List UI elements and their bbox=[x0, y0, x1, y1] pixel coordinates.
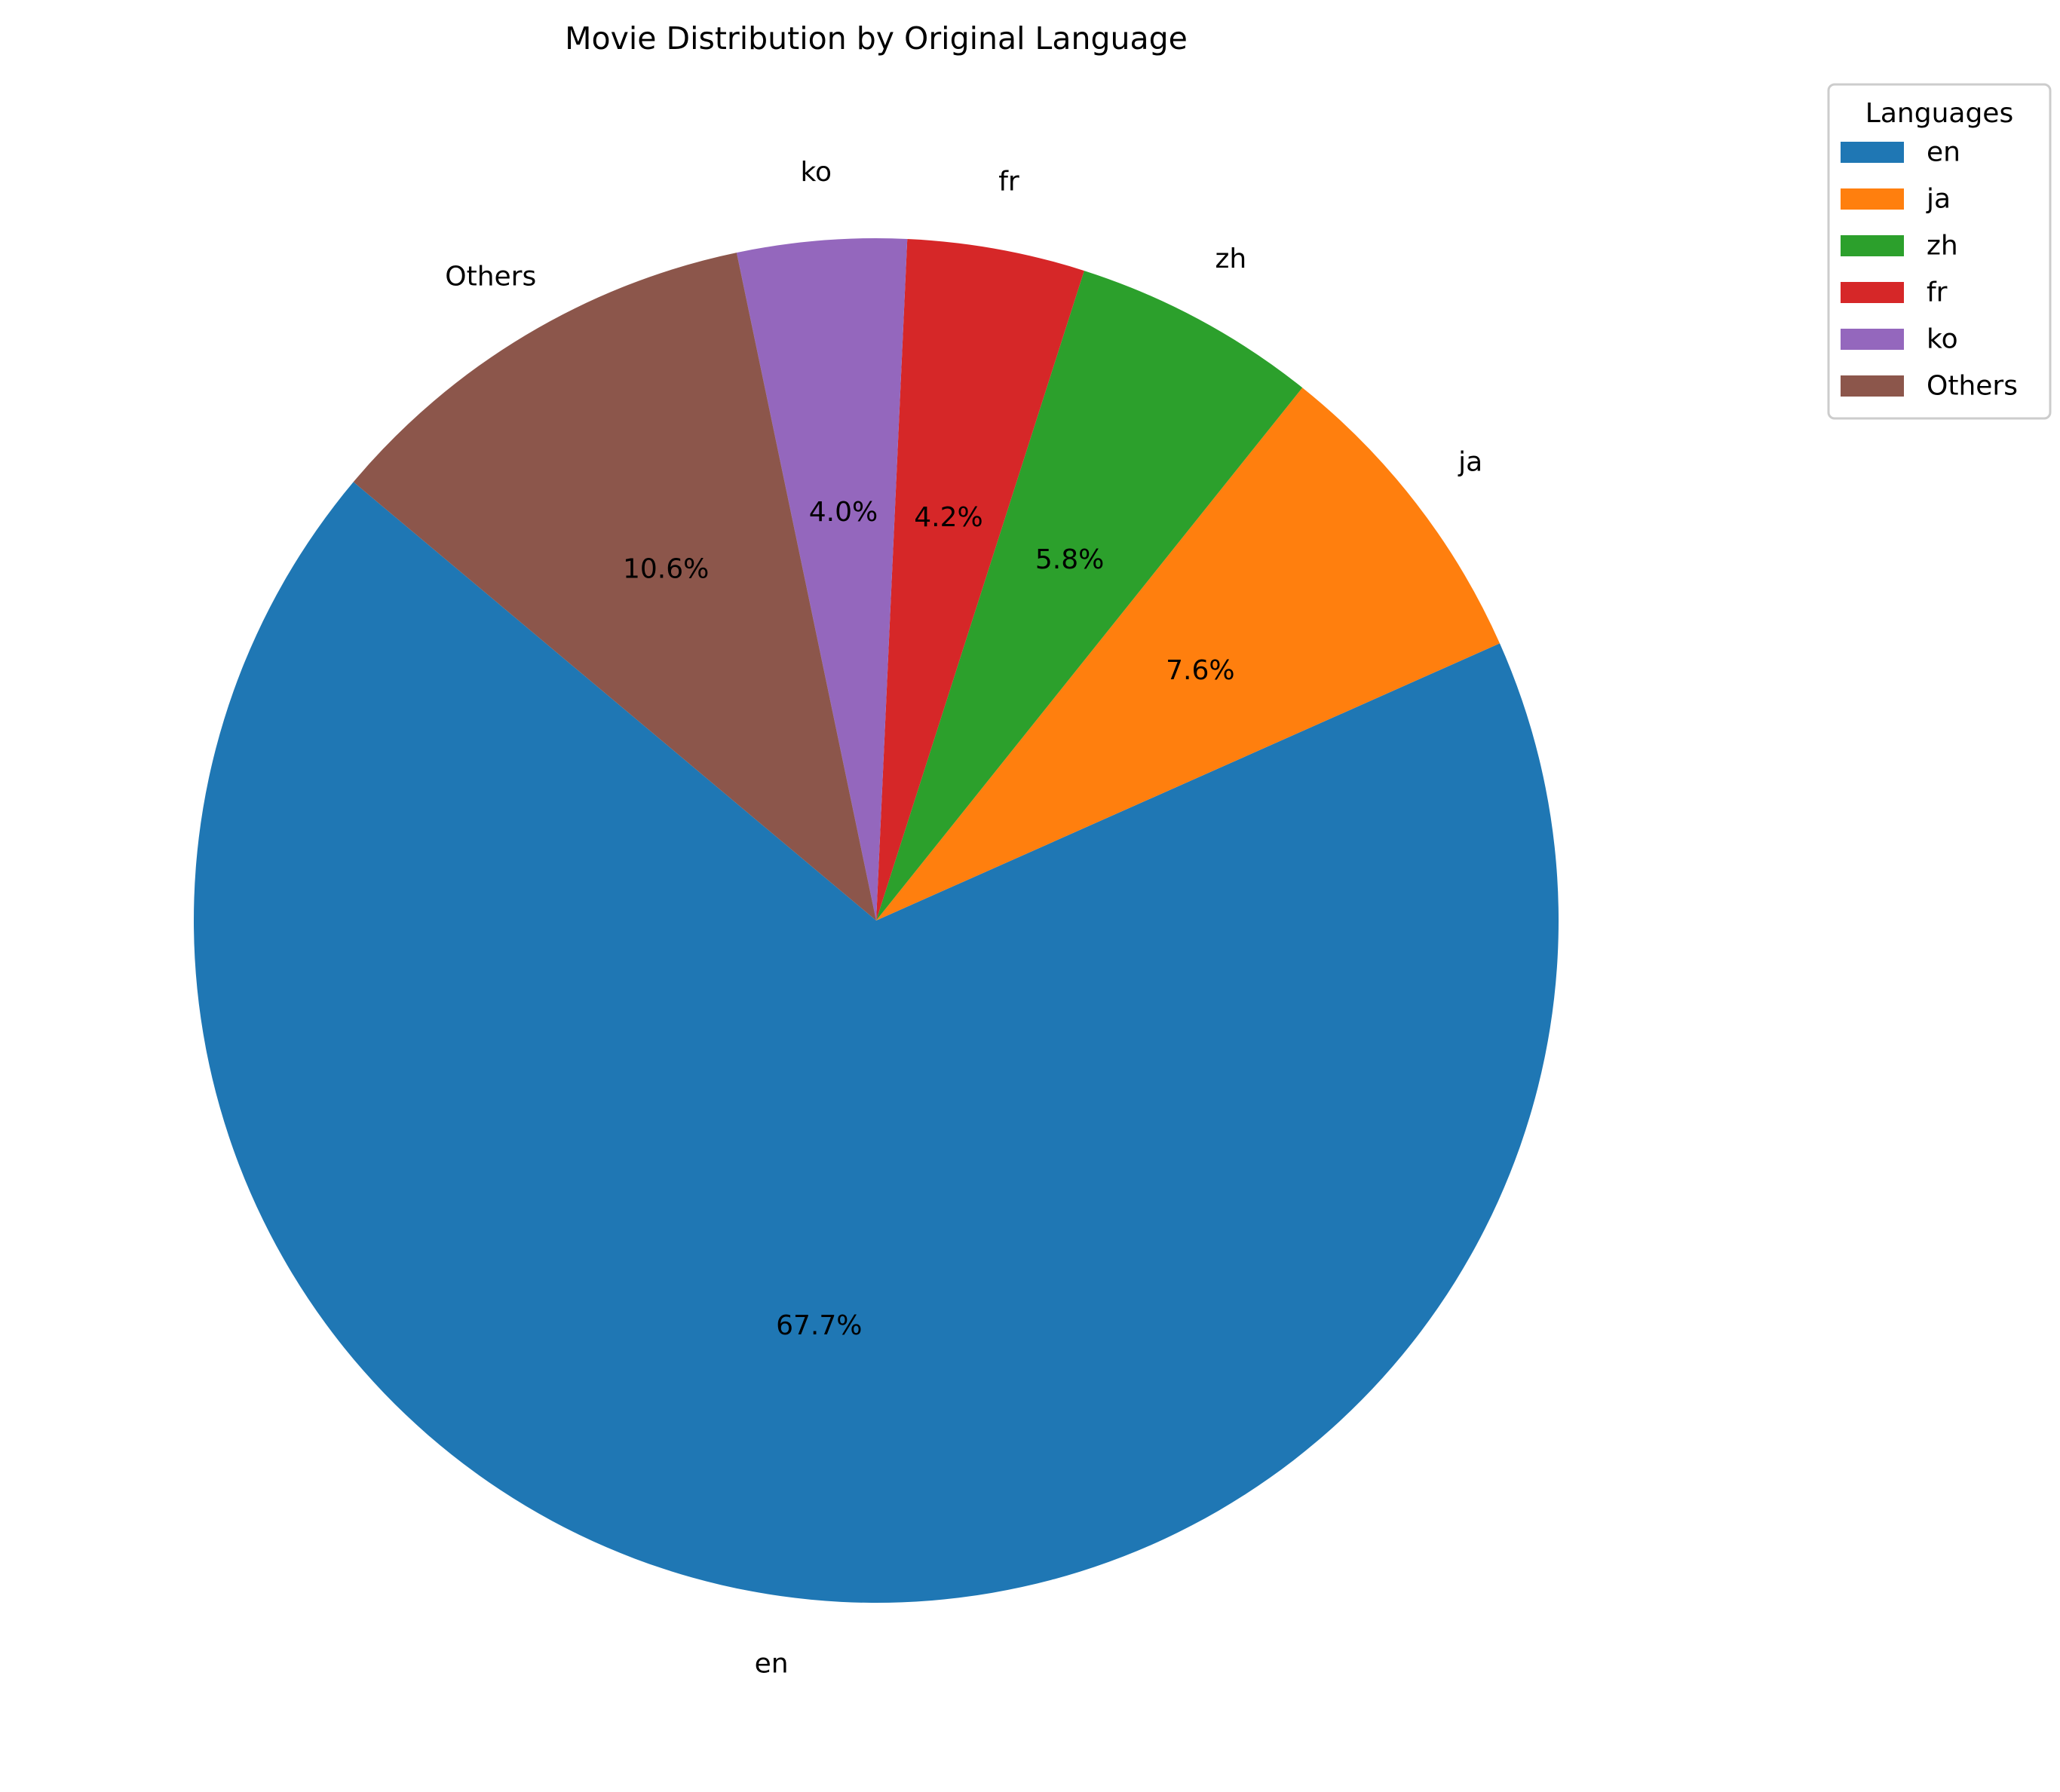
legend-swatch-ja bbox=[1841, 188, 1904, 210]
legend-label-fr: fr bbox=[1927, 277, 1948, 308]
legend-label-ja: ja bbox=[1926, 184, 1951, 215]
slice-label-ko: ko bbox=[800, 157, 832, 188]
legend-label-en: en bbox=[1927, 137, 1960, 168]
slice-percent-fr: 4.2% bbox=[914, 502, 982, 533]
pie-slices bbox=[193, 237, 1559, 1603]
legend-label-ko: ko bbox=[1927, 324, 1958, 355]
pie-slice-en bbox=[193, 482, 1559, 1603]
legend-swatch-zh bbox=[1841, 235, 1904, 256]
legend-swatch-others bbox=[1841, 375, 1904, 397]
legend-label-others: Others bbox=[1927, 371, 2018, 402]
legend-swatch-ko bbox=[1841, 329, 1904, 350]
legend-label-zh: zh bbox=[1927, 231, 1958, 262]
pie-slice-zh bbox=[876, 271, 1303, 921]
pie-labels: en 67.7% ja 7.6% zh 5.8% fr 4.2% ko 4.0% Others 10.… bbox=[445, 157, 1482, 1679]
pie-slice-others bbox=[353, 253, 877, 921]
slice-percent-en: 67.7% bbox=[776, 1310, 862, 1341]
legend-entries: en ja zh fr ko Others bbox=[1841, 137, 2018, 402]
slice-label-ja: ja bbox=[1458, 446, 1482, 477]
slice-percent-others: 10.6% bbox=[623, 554, 709, 585]
chart-title: Movie Distribution by Original Language bbox=[565, 20, 1188, 57]
pie-slice-fr bbox=[876, 238, 1084, 921]
legend: Languages en ja zh fr ko Others bbox=[1827, 83, 2052, 420]
legend-swatch-en bbox=[1841, 142, 1904, 163]
pie-slice-ko bbox=[736, 237, 908, 921]
legend-swatch-fr bbox=[1841, 282, 1904, 303]
slice-percent-zh: 5.8% bbox=[1035, 544, 1104, 575]
slice-percent-ja: 7.6% bbox=[1166, 655, 1234, 686]
slice-percent-ko: 4.0% bbox=[809, 497, 878, 528]
slice-label-fr: fr bbox=[998, 167, 1019, 198]
slice-label-others: Others bbox=[445, 261, 536, 292]
legend-title: Languages bbox=[1865, 98, 2013, 129]
pie-slice-ja bbox=[876, 388, 1500, 921]
slice-label-en: en bbox=[755, 1648, 789, 1679]
slice-label-zh: zh bbox=[1215, 244, 1247, 274]
